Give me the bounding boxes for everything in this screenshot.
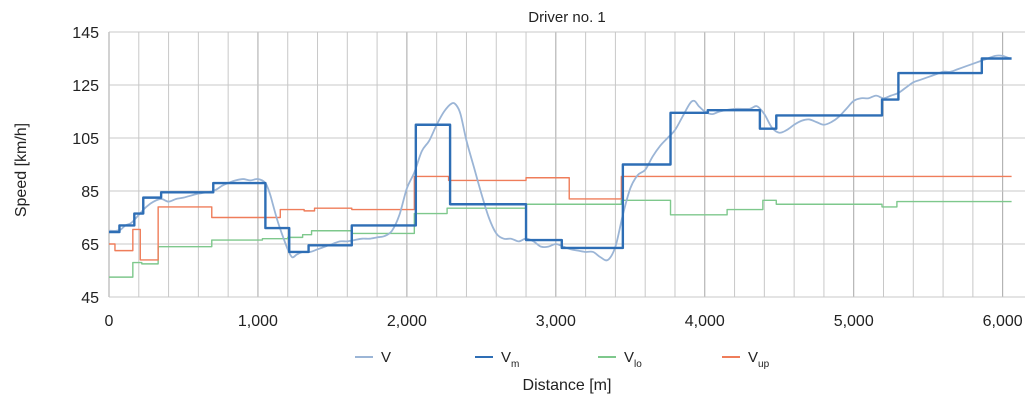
x-tick-label: 6,000 bbox=[983, 313, 1023, 330]
y-tick-labels: 45 65 85 105 125 145 bbox=[72, 25, 99, 307]
y-axis-label: Speed [km/h] bbox=[13, 123, 30, 217]
y-tick-label: 65 bbox=[81, 237, 99, 254]
legend-label: Vm bbox=[501, 349, 519, 370]
legend: V Vm Vlo Vup bbox=[355, 349, 770, 370]
x-tick-label: 1,000 bbox=[238, 313, 278, 330]
grid-lines bbox=[108, 31, 1025, 298]
legend-label: Vlo bbox=[624, 349, 642, 370]
legend-label: Vup bbox=[748, 349, 770, 370]
series-line-vup bbox=[109, 175, 1012, 261]
x-tick-label: 5,000 bbox=[834, 313, 874, 330]
series-line-vm bbox=[109, 57, 1012, 254]
series-line-v bbox=[108, 54, 1011, 262]
y-tick-label: 45 bbox=[81, 290, 99, 307]
series-line-vlo bbox=[109, 199, 1012, 278]
legend-label-subscript: lo bbox=[634, 359, 642, 370]
legend-label-subscript: m bbox=[511, 359, 519, 370]
legend-label: V bbox=[381, 349, 391, 366]
y-tick-label: 125 bbox=[72, 78, 99, 95]
x-tick-labels: 0 1,000 2,000 3,000 4,000 5,000 6,000 bbox=[105, 313, 1023, 330]
y-tick-label: 85 bbox=[81, 184, 99, 201]
y-tick-label: 105 bbox=[72, 131, 99, 148]
legend-label-subscript: up bbox=[758, 359, 770, 370]
x-tick-label: 2,000 bbox=[387, 313, 427, 330]
x-tick-label: 0 bbox=[105, 313, 114, 330]
chart-title: Driver no. 1 bbox=[528, 9, 606, 26]
series-lines bbox=[108, 54, 1012, 278]
x-tick-label: 4,000 bbox=[685, 313, 725, 330]
x-tick-label: 3,000 bbox=[536, 313, 576, 330]
x-axis-label: Distance [m] bbox=[523, 377, 612, 394]
y-tick-label: 145 bbox=[72, 25, 99, 42]
